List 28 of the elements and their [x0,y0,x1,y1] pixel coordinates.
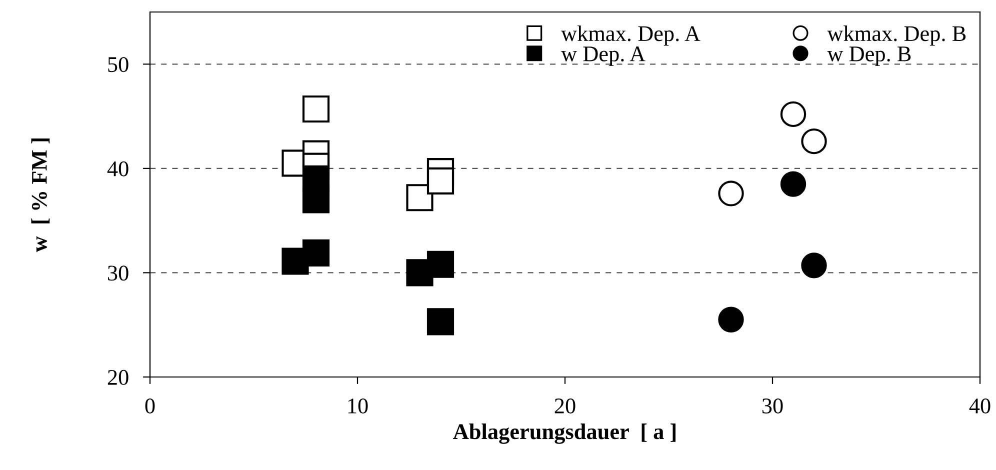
point [426,167,454,194]
point [426,250,454,278]
point [780,101,806,128]
point [302,239,330,266]
y-axis-title: w [ % FM ] [31,138,50,252]
y-tick-label: 30 [108,266,128,281]
point [302,95,330,123]
point [801,128,827,154]
legend-label: wkmax. Dep. A [561,25,700,46]
point [718,306,744,332]
point [426,308,454,336]
legend-label: w Dep. B [827,46,911,66]
x-tick-label: 30 [762,398,783,414]
x-axis-title: Ablagerungsdauer [ a ] [453,424,676,444]
point [780,171,806,197]
point [718,180,744,206]
x-tick-label: 40 [969,398,990,414]
legend-label: wkmax. Dep. B [827,25,966,46]
legend-label: w Dep. A [561,46,646,66]
point [406,184,434,212]
point [302,186,330,214]
y-tick-label: 50 [108,57,128,72]
point [801,252,827,278]
x-tick-label: 20 [554,398,576,414]
y-tick-label: 20 [108,370,128,385]
x-tick-label: 0 [145,398,155,414]
y-tick-label: 40 [107,161,128,176]
x-tick-label: 10 [348,398,368,414]
